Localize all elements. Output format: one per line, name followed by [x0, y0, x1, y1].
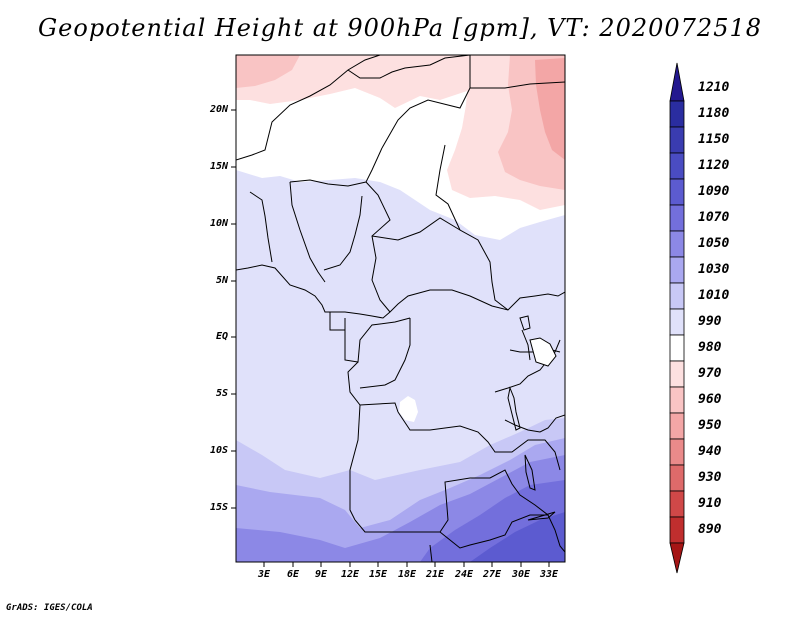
y-tick-label: 15N: [209, 161, 228, 172]
colorbar-segment: [669, 386, 685, 414]
colorbar: [669, 62, 685, 574]
colorbar-segment: [669, 100, 685, 128]
y-tick-label: 15S: [209, 502, 228, 513]
white-patch: [399, 396, 418, 422]
y-tick-label: EQ: [215, 331, 228, 342]
colorbar-segment: [669, 334, 685, 362]
x-tick-label: 27E: [482, 569, 502, 580]
colorbar-segment: [669, 438, 685, 466]
colorbar-label: 990: [698, 314, 722, 329]
x-tick-label: 15E: [368, 569, 388, 580]
colorbar-label: 960: [698, 392, 722, 407]
colorbar-label: 1070: [698, 210, 730, 225]
x-tick-label: 30E: [511, 569, 531, 580]
x-tick-label: 9E: [314, 569, 328, 580]
pink-zone-nw: [236, 55, 470, 108]
colorbar-label: 1090: [698, 184, 730, 199]
x-tick-label: 24E: [454, 569, 474, 580]
x-tick-label: 6E: [286, 569, 300, 580]
colorbar-segment: [669, 282, 685, 310]
map-frame: [235, 54, 566, 563]
colorbar-label: 1030: [698, 262, 730, 277]
x-tick-label: 21E: [425, 569, 445, 580]
x-tick-label: 33E: [539, 569, 559, 580]
colorbar-segment: [669, 126, 685, 154]
colorbar-label: 970: [698, 366, 722, 381]
x-tick-label: 12E: [340, 569, 360, 580]
colorbar-arrow-bottom: [669, 542, 685, 574]
map-title: Geopotential Height at 900hPa [gpm], VT:…: [38, 14, 762, 42]
colorbar-segment: [669, 308, 685, 336]
x-tick-label: 18E: [397, 569, 417, 580]
y-tick-label: 5S: [215, 388, 228, 399]
y-tick-label: 5N: [215, 275, 228, 286]
colorbar-segment: [669, 256, 685, 284]
colorbar-label: 1210: [698, 80, 730, 95]
colorbar-label: 1150: [698, 132, 730, 147]
colorbar-segment: [669, 204, 685, 232]
colorbar-segment: [669, 490, 685, 518]
y-tick-label: 10S: [209, 445, 228, 456]
colorbar-label: 930: [698, 470, 722, 485]
colorbar-segment: [669, 230, 685, 258]
colorbar-label: 950: [698, 418, 722, 433]
colorbar-segment: [669, 178, 685, 206]
colorbar-arrow-top: [669, 62, 685, 102]
y-tick-label: 20N: [209, 104, 228, 115]
colorbar-label: 940: [698, 444, 722, 459]
colorbar-segment: [669, 516, 685, 544]
blue-1120: [470, 512, 565, 562]
colorbar-label: 1120: [698, 158, 730, 173]
colorbar-label: 1050: [698, 236, 730, 251]
height-field: [236, 55, 565, 562]
y-tick-label: 10N: [209, 218, 228, 229]
x-tick-label: 3E: [257, 569, 271, 580]
pink-deep-nw: [236, 55, 300, 88]
colorbar-segment: [669, 360, 685, 388]
credit-text: GrADS: IGES/COLA: [6, 603, 93, 613]
colorbar-label: 1010: [698, 288, 730, 303]
colorbar-label: 890: [698, 522, 722, 537]
colorbar-segment: [669, 412, 685, 440]
colorbar-segment: [669, 464, 685, 492]
lakes: [507, 315, 557, 521]
colorbar-label: 910: [698, 496, 722, 511]
colorbar-segment: [669, 152, 685, 180]
axis-ticks: [231, 109, 550, 567]
colorbar-label: 1180: [698, 106, 730, 121]
colorbar-label: 980: [698, 340, 722, 355]
country-borders: [236, 55, 565, 562]
